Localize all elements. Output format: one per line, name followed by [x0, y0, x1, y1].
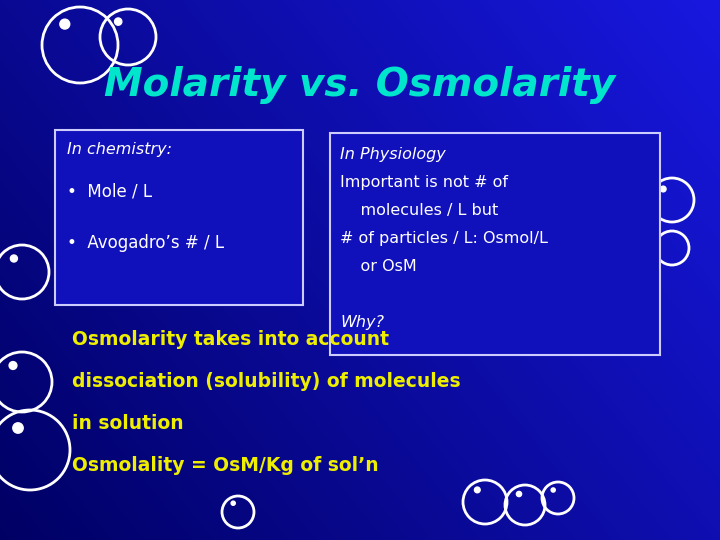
Circle shape: [114, 18, 122, 25]
Text: •  Mole / L: • Mole / L: [67, 182, 152, 200]
Text: molecules / L but: molecules / L but: [340, 203, 498, 218]
Circle shape: [60, 19, 70, 29]
Bar: [330, 133, 660, 355]
Text: •  Avogadro’s # / L: • Avogadro’s # / L: [67, 234, 224, 252]
Text: Important is not # of: Important is not # of: [340, 175, 508, 190]
Text: in solution: in solution: [72, 414, 184, 433]
Text: Why?: Why?: [340, 315, 384, 330]
Circle shape: [231, 501, 235, 505]
Text: # of particles / L: Osmol/L: # of particles / L: Osmol/L: [340, 231, 548, 246]
Circle shape: [9, 362, 17, 369]
Text: dissociation (solubility) of molecules: dissociation (solubility) of molecules: [72, 372, 461, 391]
Text: In chemistry:: In chemistry:: [67, 142, 172, 157]
Text: In Physiology: In Physiology: [340, 147, 446, 162]
Text: Molarity vs. Osmolarity: Molarity vs. Osmolarity: [104, 66, 616, 104]
Text: Osmolarity takes into account: Osmolarity takes into account: [72, 330, 389, 349]
Circle shape: [551, 488, 555, 492]
Circle shape: [474, 487, 480, 493]
Circle shape: [660, 186, 666, 192]
Circle shape: [10, 255, 17, 262]
Bar: [55, 130, 303, 305]
Text: or OsM: or OsM: [340, 259, 417, 274]
Text: Osmolality = OsM/Kg of sol’n: Osmolality = OsM/Kg of sol’n: [72, 456, 379, 475]
Circle shape: [516, 491, 521, 497]
Circle shape: [13, 423, 23, 433]
